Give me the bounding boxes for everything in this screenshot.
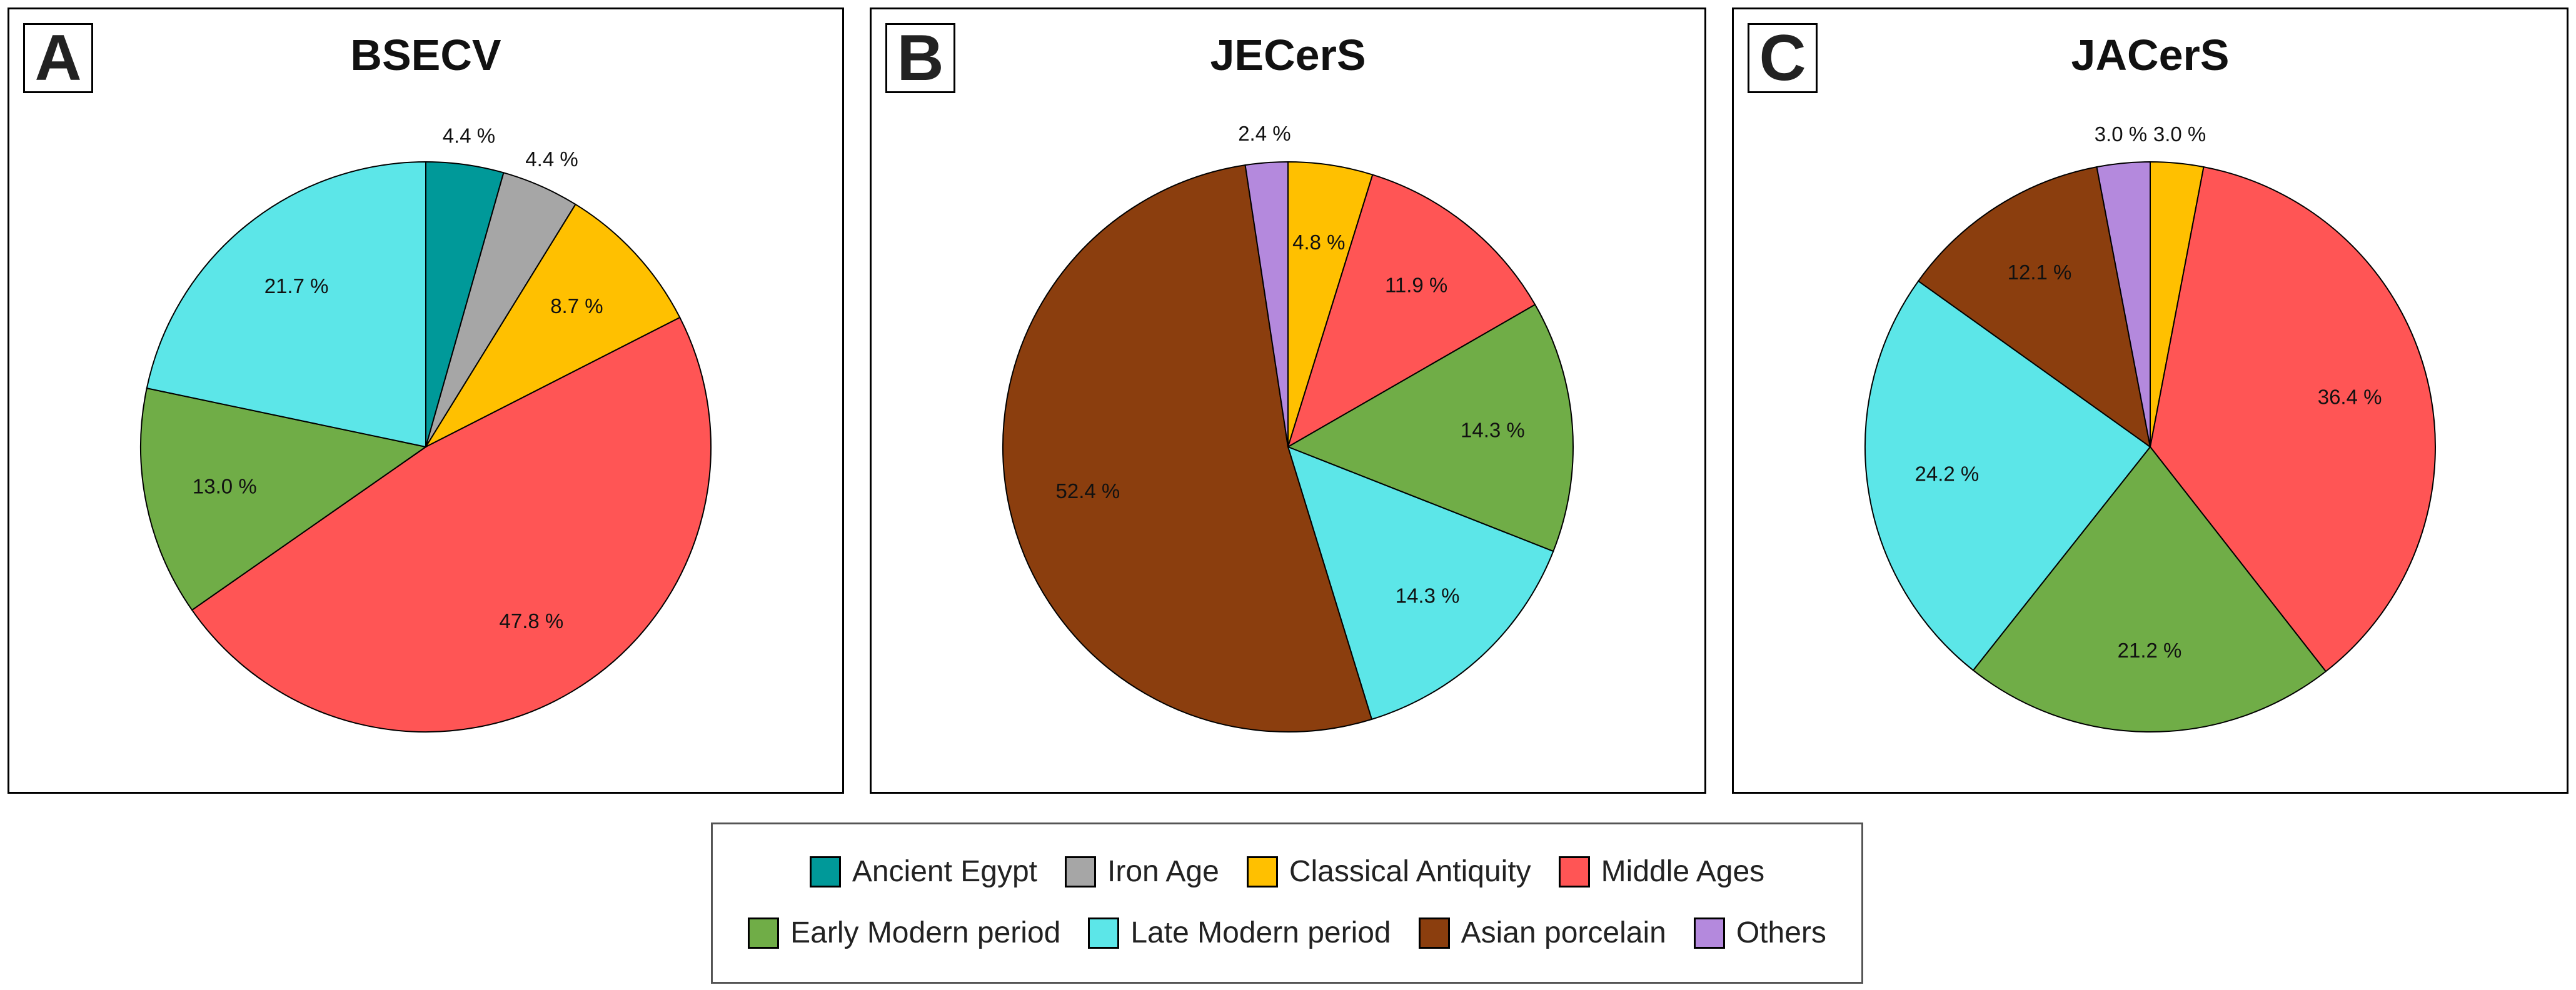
- panel-letter: A: [23, 23, 93, 93]
- pie-chart-bsecv: 4.4 % 4.4 % 8.7 % 47.8 % 13.0 % 21.7 %: [140, 124, 712, 732]
- data-label-middle-ages: 36.4 %: [2318, 386, 2382, 409]
- pie-slice-late-modern-period: [146, 161, 426, 448]
- data-label-ancient-egypt: 4.4 %: [443, 124, 495, 148]
- legend-swatch: [748, 917, 780, 949]
- pie-slice-early-modern-period: [1286, 304, 1574, 552]
- panel-letter: B: [885, 23, 955, 93]
- legend-label: Early Modern period: [790, 916, 1061, 949]
- pie-slice-others: [2096, 161, 2151, 448]
- data-label-iron-age: 4.4 %: [525, 148, 578, 171]
- legend-item: Middle Ages: [1558, 854, 1765, 889]
- legend-swatch: [1693, 917, 1725, 949]
- legend: Ancient Egypt Iron Age Classical Antiqui…: [711, 822, 1863, 984]
- data-label-middle-ages: 11.9 %: [1385, 273, 1447, 296]
- legend-item: Ancient Egypt: [809, 854, 1038, 889]
- panel-a: A BSECV 4.4 % 4.4 % 8.7 % 47.8 % 13.0 % 21.7 …: [8, 8, 844, 794]
- data-label-early-modern-period: 13.0 %: [193, 474, 257, 498]
- legend-item: Iron Age: [1065, 854, 1219, 889]
- pie-slice-classical-antiquity: [424, 203, 681, 449]
- legend-item: Classical Antiquity: [1246, 854, 1531, 889]
- pie-slice-middle-ages: [1287, 174, 1536, 449]
- legend-item: Asian porcelain: [1418, 916, 1666, 950]
- data-label-others: 3.0 %: [2095, 122, 2147, 146]
- pie-slice-middle-ages: [2149, 166, 2436, 672]
- panel-letter: C: [1748, 23, 1818, 93]
- legend-row: Ancient Egypt Iron Age Classical Antiqui…: [713, 854, 1861, 889]
- data-label-late-modern-period: 21.7 %: [264, 274, 329, 298]
- legend-item: Late Modern period: [1088, 916, 1391, 950]
- panel-b: B JECerS 4.8 % 11.9 % 14.3 % 14.3 % 52.4 % 2.…: [870, 8, 1706, 794]
- pie-slice-asian-porcelain: [1917, 166, 2151, 449]
- pie-slice-others: [1244, 161, 1289, 448]
- legend-swatch: [1088, 917, 1120, 949]
- chart-title: BSECV: [350, 31, 501, 79]
- data-label-classical-antiquity: 4.8 %: [1292, 231, 1345, 254]
- pie-slice-late-modern-period: [1287, 446, 1554, 721]
- chart-title: JECerS: [1210, 31, 1366, 79]
- legend-swatch: [1246, 856, 1278, 888]
- pie-slice-early-modern-period: [140, 387, 428, 611]
- data-label-early-modern-period: 14.3 %: [1461, 419, 1525, 442]
- pie-chart-jecers: 4.8 % 11.9 % 14.3 % 14.3 % 52.4 % 2.4 %: [1002, 122, 1574, 732]
- data-label-classical-antiquity: 8.7 %: [550, 294, 603, 318]
- pie-slice-late-modern-period: [1864, 280, 2151, 671]
- legend-row: Early Modern period Late Modern period A…: [713, 916, 1861, 950]
- data-label-late-modern-period: 14.3 %: [1396, 584, 1460, 608]
- data-label-classical-antiquity: 3.0 %: [2153, 122, 2206, 146]
- legend-label: Asian porcelain: [1461, 916, 1666, 949]
- pie-slice-middle-ages: [191, 316, 712, 732]
- data-label-asian-porcelain: 52.4 %: [1056, 479, 1120, 502]
- legend-label: Others: [1736, 916, 1826, 949]
- legend-label: Middle Ages: [1601, 855, 1765, 888]
- legend-item: Others: [1693, 916, 1826, 950]
- legend-label: Classical Antiquity: [1289, 855, 1531, 888]
- legend-swatch: [1418, 917, 1450, 949]
- legend-item: Early Modern period: [748, 916, 1060, 950]
- data-label-asian-porcelain: 12.1 %: [2008, 261, 2072, 284]
- legend-label: Late Modern period: [1130, 916, 1391, 949]
- data-label-others: 2.4 %: [1238, 122, 1291, 145]
- legend-swatch: [1558, 856, 1590, 888]
- legend-swatch: [809, 856, 841, 888]
- pie-chart-jacers: 3.0 % 36.4 % 21.2 % 24.2 % 12.1 % 3.0 %: [1864, 122, 2436, 732]
- chart-title: JACerS: [2071, 31, 2230, 79]
- legend-label: Ancient Egypt: [852, 855, 1038, 888]
- data-label-late-modern-period: 24.2 %: [1915, 462, 1980, 486]
- pie-slice-early-modern-period: [1972, 446, 2327, 732]
- data-label-middle-ages: 47.8 %: [500, 609, 564, 632]
- pie-slice-asian-porcelain: [1002, 164, 1373, 732]
- data-label-early-modern-period: 21.2 %: [2118, 639, 2182, 662]
- legend-label: Iron Age: [1107, 855, 1219, 888]
- legend-swatch: [1065, 856, 1097, 888]
- panel-c: C JACerS 3.0 % 36.4 % 21.2 % 24.2 % 12.1 % 3.…: [1732, 8, 2568, 794]
